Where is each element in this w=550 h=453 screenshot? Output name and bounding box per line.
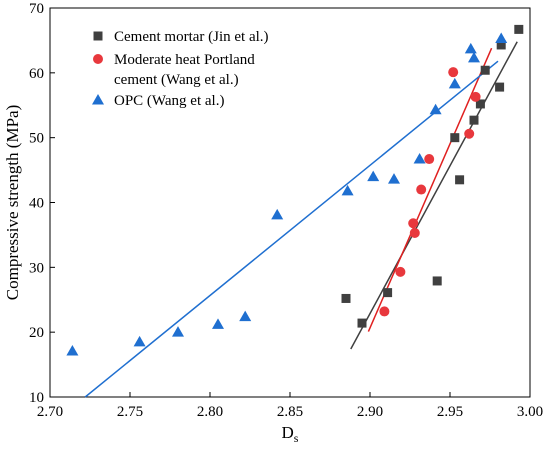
triangle-data-point — [388, 173, 400, 184]
circle-data-point — [464, 128, 475, 139]
x-axis-label: Ds — [282, 423, 299, 445]
y-tick-label: 70 — [29, 1, 44, 17]
legend-marker-square — [93, 31, 103, 41]
y-tick-label: 20 — [29, 325, 44, 341]
circle-data-point — [448, 67, 459, 78]
triangle-data-point — [212, 318, 224, 329]
y-tick-label: 50 — [29, 131, 44, 147]
y-axis-ticks: 10 20 30 40 50 60 70 — [29, 1, 55, 406]
triangle-data-point — [133, 335, 146, 347]
circle-data-point — [379, 306, 390, 317]
triangle-data-point — [413, 153, 426, 164]
triangle-data-point — [271, 208, 284, 220]
legend-marker-triangle — [92, 94, 104, 105]
square-data-point — [495, 82, 505, 92]
square-data-point — [469, 115, 479, 125]
circle-data-point — [424, 154, 435, 165]
x-axis-ticks: 2.70 2.75 2.80 2.85 2.90 2.95 3.00 — [37, 392, 543, 420]
x-tick-label: 2.85 — [277, 404, 303, 420]
triangle-data-point — [172, 326, 184, 337]
square-series-fit-line — [350, 41, 518, 350]
legend-label: OPC (Wang et al.) — [114, 93, 224, 109]
triangle-data-point — [464, 42, 477, 54]
legend-label-line: Cement mortar (Jin et al.) — [114, 29, 269, 45]
circle-data-point — [416, 184, 427, 195]
triangle-series-fit-line — [84, 60, 499, 398]
triangle-data-point — [468, 51, 480, 63]
y-tick-label: 10 — [29, 390, 44, 406]
legend-label-line: Moderate heat Portland — [114, 52, 255, 68]
legend-label: Cement mortar (Jin et al.) — [114, 29, 269, 45]
square-data-point — [432, 276, 442, 286]
circle-data-point — [408, 218, 419, 229]
x-axis-label-main: D — [282, 423, 294, 442]
square-data-point — [341, 293, 351, 303]
y-axis-label: Compressive strength (MPa) — [3, 105, 22, 300]
x-tick-label: 2.75 — [117, 404, 143, 420]
legend-label-line: cement (Wang et al.) — [114, 72, 239, 88]
legend-marker-circle — [93, 54, 103, 64]
square-data-point — [357, 318, 367, 328]
triangle-data-point — [429, 103, 442, 115]
y-tick-label: 60 — [29, 66, 44, 82]
legend: Cement mortar (Jin et al.) Moderate heat … — [92, 29, 269, 109]
square-data-point — [496, 40, 506, 50]
circle-data-point — [395, 266, 406, 277]
triangle-data-point — [448, 77, 461, 89]
square-data-point — [383, 288, 393, 298]
square-data-point — [450, 133, 460, 143]
triangle-data-point — [239, 310, 252, 322]
triangle-data-point — [495, 32, 508, 43]
y-tick-label: 40 — [29, 196, 44, 212]
legend-label-line: OPC (Wang et al.) — [114, 93, 224, 109]
y-tick-label: 30 — [29, 260, 44, 276]
square-data-point — [455, 175, 465, 185]
circle-data-point — [470, 91, 481, 102]
x-tick-label: 2.90 — [357, 404, 383, 420]
x-tick-label: 2.80 — [197, 404, 223, 420]
circle-data-point — [409, 227, 420, 238]
x-tick-label: 2.70 — [37, 404, 63, 420]
x-tick-label: 2.95 — [437, 404, 463, 420]
legend-label: Moderate heat Portland cement (Wang et al… — [114, 52, 255, 88]
triangle-data-point — [341, 184, 354, 196]
square-data-point — [480, 65, 490, 75]
triangle-data-point — [367, 170, 380, 182]
triangle-data-point — [66, 344, 79, 356]
x-tick-label: 3.00 — [517, 404, 543, 420]
square-data-point — [514, 24, 524, 34]
x-axis-label-subscript: s — [294, 431, 299, 445]
square-data-point — [475, 99, 485, 109]
data-markers — [66, 24, 524, 356]
